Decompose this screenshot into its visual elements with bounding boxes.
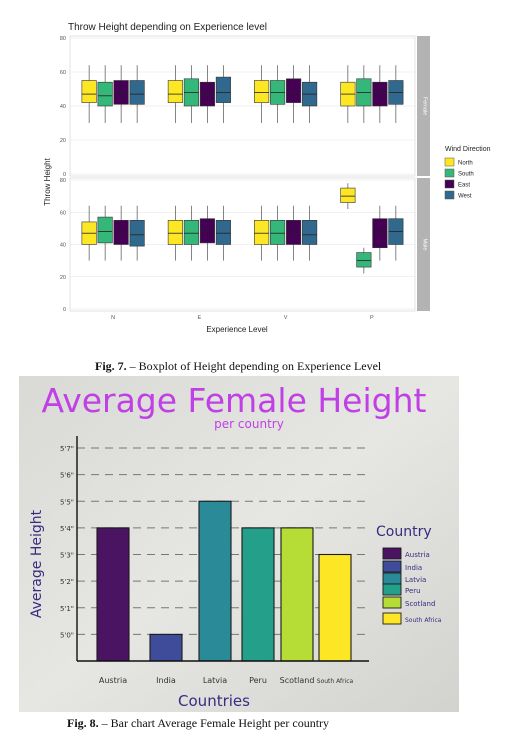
box-west — [129, 80, 145, 105]
legend-swatch — [382, 560, 402, 573]
legend-label: Scotland — [405, 600, 435, 608]
y-tick-label: 60 — [60, 210, 66, 216]
box-north — [81, 80, 97, 103]
box-east — [372, 81, 388, 107]
x-tick-label: Latvia — [203, 676, 227, 685]
legend-swatch — [382, 572, 402, 585]
box-west — [129, 220, 145, 247]
box-north — [254, 80, 270, 103]
boxplot-figure: Throw Height depending on Experience lev… — [43, 22, 491, 334]
legend-label-south: South — [458, 172, 474, 178]
bar-india — [149, 633, 183, 662]
legend-swatch-east — [444, 179, 455, 189]
box-west — [302, 220, 318, 245]
y-tick-label: 40 — [60, 243, 66, 249]
legend-swatch-south — [444, 168, 455, 178]
y-tick-label: 5'6" — [60, 472, 74, 480]
y-tick-label: 5'4" — [60, 525, 74, 533]
x-tick-label: P — [370, 315, 374, 321]
legend-label-north: North — [458, 161, 473, 167]
figure-8-caption: Fig. 8. – Bar chart Average Female Heigh… — [67, 716, 329, 731]
bar-scotland — [280, 527, 314, 662]
legend-label-west: West — [458, 194, 472, 200]
box-south — [270, 220, 286, 245]
y-tick-label: 5'7" — [60, 445, 74, 453]
figure-7-caption: Fig. 7. – Boxplot of Height depending on… — [95, 359, 381, 374]
legend-title: Wind Direction — [445, 146, 491, 153]
box-north — [254, 220, 270, 245]
legend-swatch — [382, 547, 402, 560]
legend-label: Peru — [405, 587, 421, 595]
bar-legend-title: Country — [376, 524, 432, 540]
bar-x-axis-title: Countries — [178, 692, 250, 710]
box-west — [215, 76, 231, 103]
box-north — [167, 220, 183, 245]
box-south — [183, 220, 199, 245]
legend-swatch-west — [444, 190, 455, 200]
box-east — [113, 220, 129, 245]
caption-text: – Bar chart Average Female Height per co… — [98, 716, 330, 730]
y-tick-label: 80 — [60, 36, 66, 42]
legend-label: India — [405, 564, 422, 572]
y-tick-label: 5'3" — [60, 552, 74, 560]
legend-label: South Africa — [405, 617, 442, 624]
bar-y-axis-title: Average Height — [29, 509, 45, 618]
legend-swatch — [382, 583, 402, 596]
y-tick-label: 5'1" — [60, 605, 74, 613]
box-east — [199, 218, 215, 244]
y-axis-title: Throw Height — [43, 157, 52, 205]
caption-text: – Boxplot of Height depending on Experie… — [126, 359, 382, 373]
boxplot-title: Throw Height depending on Experience lev… — [68, 22, 267, 33]
bar-chart-title: Average Female Height — [42, 381, 427, 420]
hand-drawn-bar-chart-photo: Average Female Height per country Averag… — [19, 376, 459, 712]
facet-strip-label: Female — [422, 97, 428, 115]
x-tick-label: Peru — [249, 676, 267, 685]
facet-strip — [417, 178, 430, 311]
bar-peru — [241, 527, 275, 662]
x-tick-label: E — [198, 315, 202, 321]
x-tick-label: Scotland — [280, 676, 315, 685]
y-tick-label: 80 — [60, 178, 66, 184]
bar-chart-subtitle: per country — [214, 417, 284, 431]
legend-label: Austria — [405, 551, 430, 559]
legend-swatch — [382, 612, 402, 625]
box-west — [215, 220, 231, 245]
y-tick-label: 20 — [60, 138, 66, 144]
x-tick-label: South Africa — [317, 678, 354, 685]
y-tick-label: 5'2" — [60, 578, 74, 586]
box-south — [356, 252, 372, 268]
x-tick-label: V — [284, 315, 288, 321]
legend-swatch-north — [444, 157, 455, 167]
y-tick-label: 40 — [60, 104, 66, 110]
y-tick-label: 60 — [60, 70, 66, 76]
facet-strip-label: Male — [422, 239, 428, 251]
facet-strip — [417, 36, 430, 176]
box-south — [97, 216, 113, 244]
y-tick-label: 5'0" — [60, 631, 74, 639]
x-tick-label: N — [111, 315, 115, 321]
box-east — [286, 78, 302, 103]
x-tick-label: India — [156, 676, 176, 685]
legend-label: Latvia — [405, 576, 426, 584]
box-south — [97, 81, 113, 107]
y-tick-label: 5'5" — [60, 498, 74, 506]
legend-label-east: East — [458, 183, 470, 189]
caption-label: Fig. 8. — [67, 716, 99, 730]
x-tick-label: Austria — [99, 676, 127, 685]
caption-label: Fig. 7. — [95, 359, 127, 373]
box-north — [167, 80, 183, 103]
bar-latvia — [198, 500, 232, 662]
y-tick-label: 20 — [60, 275, 66, 281]
x-axis-title: Experience Level — [206, 325, 268, 334]
box-east — [286, 220, 302, 245]
box-north — [340, 187, 356, 203]
legend-swatch — [382, 596, 402, 609]
bar-austria — [96, 527, 130, 662]
y-tick-label: 0 — [63, 172, 66, 178]
bar-south-africa — [318, 553, 352, 662]
y-tick-label: 0 — [63, 307, 66, 313]
